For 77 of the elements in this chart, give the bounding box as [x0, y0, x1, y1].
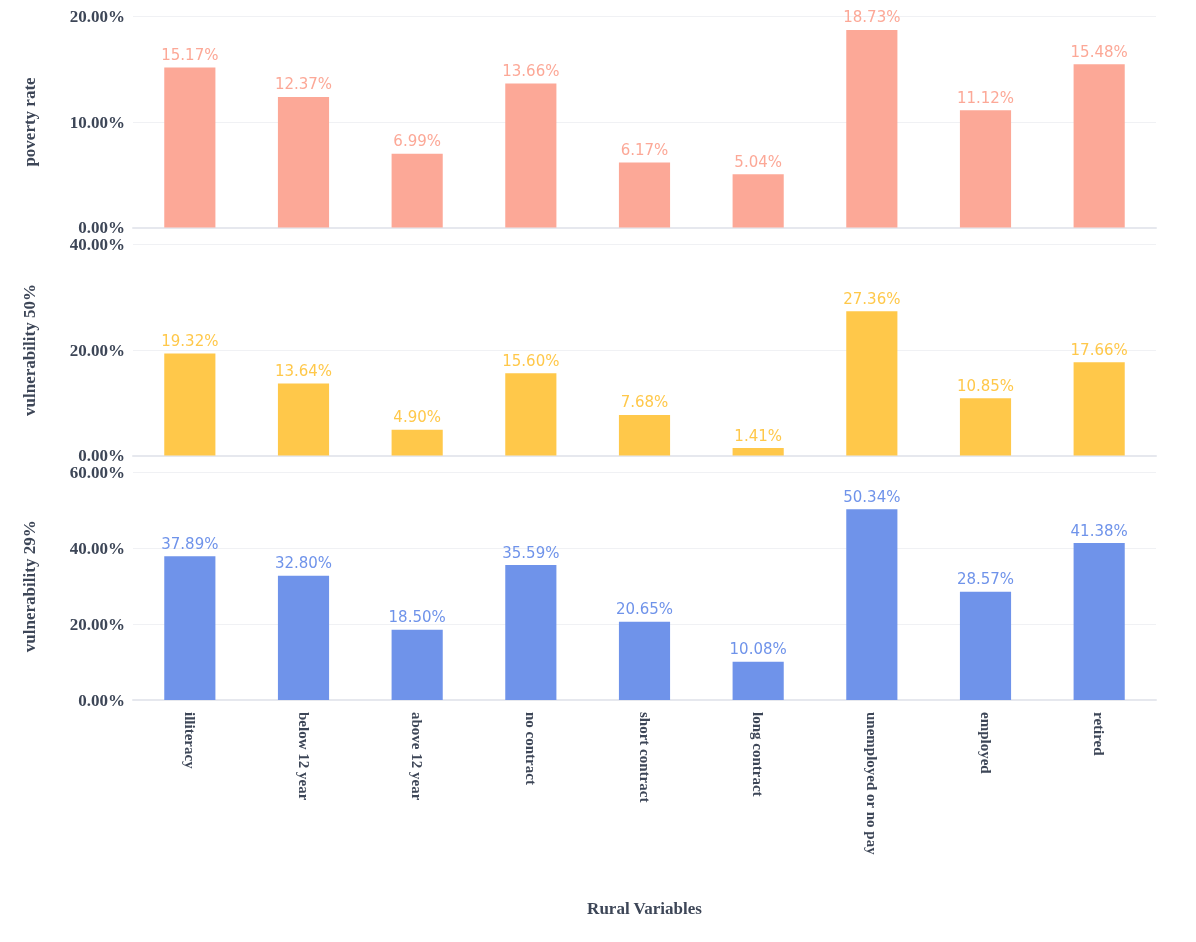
y-axis-title: vulnerability 50%	[20, 284, 39, 416]
data-label: 18.73%	[843, 8, 901, 27]
x-tick-label: short contract	[636, 712, 653, 803]
bar	[732, 448, 784, 456]
bar	[959, 591, 1012, 700]
x-axis-title: Rural Variables	[587, 899, 703, 918]
y-tick-label: 20.00%	[69, 340, 125, 360]
y-tick-label: 0.00%	[78, 446, 125, 465]
data-label: 19.32%	[161, 332, 219, 351]
bar	[732, 661, 784, 700]
data-label: 11.12%	[956, 88, 1015, 107]
data-label: 35.59%	[502, 543, 560, 562]
bar	[1073, 362, 1125, 456]
data-label: 7.68%	[620, 393, 669, 412]
data-label: 18.50%	[388, 608, 446, 627]
bar	[618, 621, 671, 700]
data-label: 50.34%	[843, 487, 901, 506]
bar	[846, 509, 898, 700]
data-label: 4.90%	[393, 408, 441, 427]
data-label: 6.17%	[620, 140, 669, 159]
y-tick-label: 40.00%	[69, 235, 125, 254]
data-label: 15.48%	[1070, 42, 1128, 61]
bar	[164, 353, 216, 456]
bar	[164, 67, 216, 228]
bar	[277, 575, 330, 700]
data-label: 17.66%	[1070, 340, 1128, 359]
bar	[505, 83, 557, 228]
x-tick-label: illiteracy	[181, 712, 198, 770]
x-tick-label: long contract	[750, 712, 767, 797]
data-label: 15.60%	[502, 351, 560, 370]
y-tick-label: 20.00%	[69, 7, 125, 26]
bar	[846, 311, 898, 456]
y-tick-label: 20.00%	[69, 614, 125, 634]
x-tick-label: unemployed or no pay	[863, 712, 880, 856]
y-tick-label: 0.00%	[78, 690, 125, 710]
bar	[618, 162, 671, 228]
bar	[391, 429, 443, 456]
data-label: 6.99%	[393, 132, 441, 151]
x-tick-label: retired	[1091, 712, 1108, 757]
data-label: 1.41%	[734, 426, 782, 445]
data-label: 13.66%	[502, 61, 560, 80]
data-label: 12.37%	[274, 75, 333, 94]
data-label: 27.36%	[843, 289, 901, 308]
data-label: 37.89%	[161, 534, 219, 553]
bar	[959, 110, 1012, 228]
x-tick-label: above 12 year	[409, 712, 426, 801]
bar	[959, 398, 1012, 456]
data-label: 10.85%	[956, 376, 1015, 395]
bar	[1073, 543, 1125, 700]
data-label: 20.65%	[615, 600, 674, 619]
data-label: 10.08%	[729, 640, 787, 659]
bar	[846, 29, 898, 228]
bar	[391, 629, 443, 700]
y-tick-label: 10.00%	[69, 112, 125, 132]
bar	[1073, 64, 1125, 228]
data-label: 15.17%	[161, 45, 219, 64]
data-label: 41.38%	[1070, 521, 1128, 540]
data-label: 5.04%	[734, 152, 782, 171]
bar	[505, 373, 557, 456]
x-tick-label: employed	[977, 712, 994, 775]
bar	[505, 565, 557, 700]
bar	[277, 97, 330, 228]
data-label: 28.57%	[956, 570, 1015, 589]
data-label: 32.80%	[274, 554, 333, 573]
bar	[618, 414, 671, 456]
y-tick-label: 40.00%	[69, 538, 125, 558]
bar	[391, 153, 443, 228]
x-tick-label: no contract	[522, 712, 539, 785]
x-tick-label: below 12 year	[295, 712, 312, 801]
bar	[164, 556, 216, 700]
bar	[277, 383, 330, 456]
y-axis-title: poverty rate	[20, 76, 39, 167]
y-tick-label: 0.00%	[78, 218, 125, 237]
bar	[732, 174, 784, 228]
y-axis-title: vulnerability 29%	[20, 520, 39, 653]
y-tick-label: 60.00%	[69, 463, 125, 482]
data-label: 13.64%	[274, 362, 333, 381]
